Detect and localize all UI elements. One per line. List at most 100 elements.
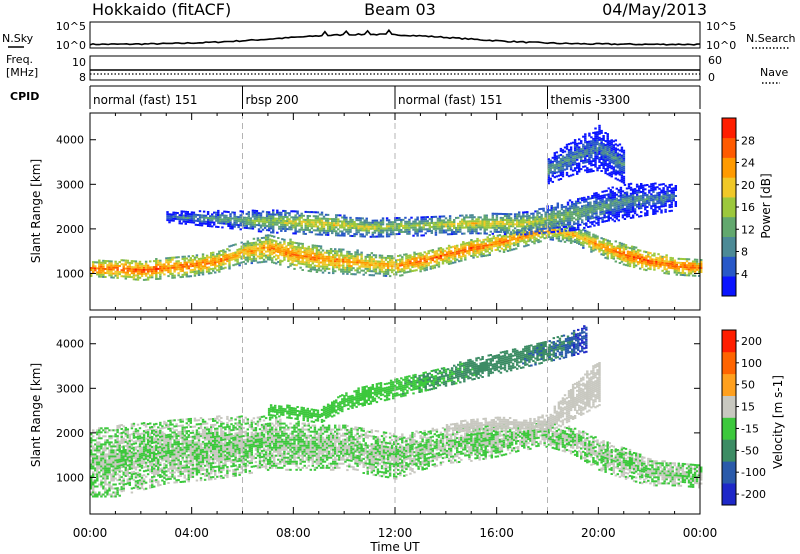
heatmap-cell <box>431 255 435 258</box>
heatmap-cell <box>221 220 224 223</box>
heatmap-cell <box>597 217 600 220</box>
heatmap-cell <box>665 258 668 261</box>
heatmap-cell <box>319 269 323 272</box>
heatmap-cell <box>413 255 416 258</box>
heatmap-cell <box>348 254 351 257</box>
heatmap-cell <box>379 233 383 236</box>
heatmap-cell <box>505 217 509 220</box>
heatmap-cell <box>219 218 222 221</box>
heatmap-cell <box>620 244 624 247</box>
heatmap-cell <box>500 239 504 242</box>
heatmap-cell <box>422 224 425 227</box>
heatmap-cell <box>258 239 262 242</box>
heatmap-cell <box>414 218 417 221</box>
heatmap-cell <box>400 231 403 233</box>
heatmap-cell <box>548 221 551 224</box>
heatmap-cell <box>445 247 449 250</box>
heatmap-cell <box>600 145 603 148</box>
heatmap-cell <box>480 245 483 248</box>
heatmap-cell <box>576 166 579 169</box>
heatmap-cell <box>630 257 634 260</box>
heatmap-cell <box>108 260 111 263</box>
heatmap-cell <box>587 197 590 200</box>
heatmap-cell <box>580 235 583 238</box>
heatmap-cell <box>327 257 331 260</box>
heatmap-cell <box>285 249 288 252</box>
heatmap-cell <box>319 245 323 248</box>
heatmap-cell <box>290 210 293 213</box>
heatmap-cell <box>508 239 512 242</box>
heatmap-cell <box>341 230 344 233</box>
heatmap-cell <box>300 212 303 215</box>
heatmap-cell <box>611 196 614 199</box>
heatmap-cell <box>234 257 237 260</box>
heatmap-cell <box>664 192 667 195</box>
heatmap-cell <box>276 223 279 226</box>
heatmap-cell <box>460 255 463 258</box>
heatmap-cell <box>202 220 206 223</box>
heatmap-cell <box>480 249 483 252</box>
heatmap-cell <box>527 244 530 247</box>
heatmap-cell <box>419 264 422 267</box>
heatmap-cell <box>431 265 435 268</box>
freq-label-line1: Freq. <box>6 53 33 66</box>
heatmap-cell <box>461 222 464 225</box>
heatmap-cell <box>248 250 252 253</box>
heatmap-cell <box>149 276 152 279</box>
heatmap-cell <box>616 253 620 256</box>
heatmap-cell <box>189 263 193 266</box>
heatmap-cell <box>554 206 558 209</box>
heatmap-cell <box>447 250 451 253</box>
heatmap-cell <box>669 260 672 263</box>
heatmap-cell <box>446 219 450 222</box>
heatmap-cell <box>126 265 130 268</box>
heatmap-cell <box>561 157 565 160</box>
heatmap-cell <box>183 263 186 266</box>
heatmap-cell <box>257 230 261 233</box>
heatmap-cell <box>368 270 372 273</box>
heatmap-cell <box>427 262 430 265</box>
heatmap-cell <box>555 165 559 168</box>
heatmap-cell <box>607 215 610 218</box>
heatmap-cell <box>276 211 279 214</box>
heatmap-cell <box>299 246 302 249</box>
heatmap-cell <box>228 261 231 264</box>
heatmap-cell <box>379 231 383 234</box>
heatmap-cell <box>342 254 345 257</box>
heatmap-cell <box>577 226 580 229</box>
heatmap-cell <box>340 248 343 251</box>
heatmap-cell <box>586 143 589 145</box>
heatmap-cell <box>292 226 295 229</box>
heatmap-cell <box>624 248 628 251</box>
heatmap-cell <box>656 186 659 189</box>
heatmap-cell <box>231 223 234 226</box>
heatmap-cell <box>394 221 397 224</box>
heatmap-cell <box>226 258 229 261</box>
heatmap-cell <box>178 218 181 221</box>
heatmap-cell <box>522 221 525 224</box>
heatmap-cell <box>331 218 334 221</box>
heatmap-cell <box>196 214 200 216</box>
heatmap-cell <box>323 257 327 260</box>
heatmap-cell <box>364 261 367 264</box>
heatmap-cell <box>566 201 570 204</box>
heatmap-cell <box>413 269 416 272</box>
heatmap-cell <box>265 213 269 216</box>
heatmap-cell <box>438 223 442 226</box>
heatmap-cell <box>215 225 218 228</box>
heatmap-cell <box>499 216 503 219</box>
heatmap-cell <box>552 222 556 225</box>
heatmap-cell <box>316 217 320 220</box>
heatmap-cell <box>623 209 627 212</box>
heatmap-cell <box>122 267 125 270</box>
heatmap-cell <box>110 264 113 267</box>
heatmap-cell <box>327 255 331 258</box>
heatmap-cell <box>425 258 428 261</box>
heatmap-cell <box>657 257 660 260</box>
heatmap-cell <box>616 172 620 175</box>
heatmap-cell <box>547 180 550 183</box>
heatmap-cell <box>588 150 591 153</box>
heatmap-cell <box>679 263 683 266</box>
heatmap-cell <box>614 157 618 160</box>
heatmap-cell <box>239 218 242 221</box>
